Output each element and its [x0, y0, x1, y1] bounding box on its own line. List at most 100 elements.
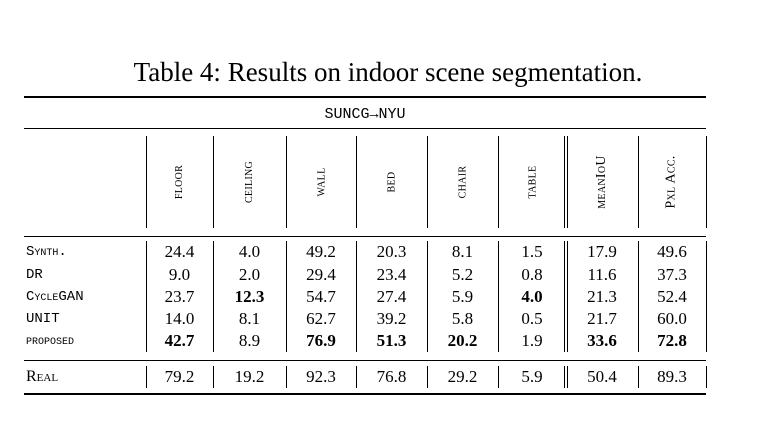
column-header-label: meanIoU — [593, 155, 609, 209]
table-cell: 62.7 — [306, 309, 336, 328]
real-top-rule — [24, 360, 706, 361]
row-label: proposed — [26, 333, 75, 349]
header-double-separator — [564, 136, 565, 228]
table-cell: 1.5 — [521, 242, 543, 261]
header-double-separator — [567, 136, 568, 228]
body-separator — [427, 241, 428, 352]
table-cell: 0.5 — [521, 309, 543, 328]
column-header-5: table — [498, 136, 566, 228]
row-label-real: Real — [26, 368, 59, 385]
table-cell: 5.9 — [451, 287, 474, 306]
table-cell: 29.2 — [447, 367, 478, 386]
column-header-label: wall — [313, 167, 328, 197]
table-cell: 11.6 — [587, 265, 617, 284]
header-separator-right — [706, 136, 707, 228]
column-header-7: Pxl Acc. — [638, 136, 706, 228]
real-separator-right — [706, 366, 707, 388]
real-separator — [638, 366, 639, 388]
table-cell: 4.0 — [238, 242, 261, 261]
table-caption: Table 4: Results on indoor scene segment… — [133, 57, 643, 87]
body-separator-right — [706, 241, 707, 352]
row-label: DR — [26, 267, 43, 283]
table-cell: 29.4 — [306, 265, 336, 284]
table-cell: 2.0 — [238, 265, 261, 284]
table-cell: 92.3 — [306, 367, 336, 386]
table-cell: 76.8 — [376, 367, 407, 386]
table-cell: 24.4 — [164, 242, 195, 261]
column-header-0: floor — [146, 136, 213, 228]
header-separator — [356, 136, 357, 228]
table-cell: 33.6 — [587, 331, 617, 350]
body-double-separator — [567, 241, 568, 352]
table-cell: 5.9 — [521, 367, 543, 386]
column-header-label: chair — [454, 165, 470, 199]
table-cell: 49.2 — [306, 242, 336, 261]
top-rule — [24, 96, 706, 98]
table-cell: 79.2 — [164, 367, 195, 386]
real-separator — [498, 366, 499, 388]
real-double-separator — [564, 366, 565, 388]
column-header-label: table — [523, 165, 539, 199]
table-cell: 54.7 — [306, 287, 336, 306]
real-separator — [286, 366, 287, 388]
table-cell: 8.9 — [238, 331, 261, 350]
table-cell: 76.9 — [306, 331, 336, 350]
table-cell: 12.3 — [234, 287, 265, 306]
table-cell: 21.7 — [587, 309, 617, 328]
table-cell: 39.2 — [376, 309, 407, 328]
table-cell: 20.2 — [447, 331, 478, 350]
column-header-label: Pxl Acc. — [663, 155, 679, 209]
column-header-label: ceiling — [241, 160, 257, 204]
column-header-3: bed — [356, 136, 427, 228]
dataset-subheader: SUNCG→NYU — [324, 106, 406, 123]
table-cell: 42.7 — [164, 331, 195, 350]
real-separator — [427, 366, 428, 388]
header-separator — [427, 136, 428, 228]
table-cell: 37.3 — [657, 265, 687, 284]
body-separator — [638, 241, 639, 352]
table-cell: 50.4 — [587, 367, 617, 386]
table-cell: 4.0 — [521, 287, 543, 306]
header-rule — [24, 236, 706, 237]
table-cell: 51.3 — [376, 331, 407, 350]
table-cell: 23.7 — [164, 287, 195, 306]
real-separator — [213, 366, 214, 388]
table-cell: 1.9 — [521, 331, 543, 350]
header-separator — [498, 136, 499, 228]
table-cell: 5.8 — [451, 309, 474, 328]
body-separator — [286, 241, 287, 352]
real-double-separator — [567, 366, 568, 388]
subheader-rule — [24, 128, 706, 129]
real-separator — [146, 366, 147, 388]
header-separator — [638, 136, 639, 228]
table-cell: 60.0 — [657, 309, 687, 328]
table-cell: 14.0 — [164, 309, 195, 328]
table-cell: 72.8 — [657, 331, 687, 350]
table-cell: 49.6 — [657, 242, 687, 261]
row-label: CycleGAN — [26, 289, 84, 305]
table-cell: 19.2 — [234, 367, 265, 386]
body-separator — [356, 241, 357, 352]
header-separator — [286, 136, 287, 228]
table-cell: 27.4 — [376, 287, 407, 306]
table-cell: 8.1 — [451, 242, 474, 261]
column-header-label: bed — [383, 171, 399, 193]
table-cell: 8.1 — [238, 309, 261, 328]
header-separator — [213, 136, 214, 228]
real-separator — [356, 366, 357, 388]
column-header-6: meanIoU — [566, 136, 638, 228]
table-cell: 21.3 — [587, 287, 617, 306]
row-label: UNIT — [26, 311, 60, 327]
column-header-1: ceiling — [213, 136, 286, 228]
column-header-4: chair — [427, 136, 498, 228]
row-label: Synth. — [26, 244, 67, 260]
column-header-label: floor — [171, 164, 187, 200]
table-cell: 89.3 — [657, 367, 687, 386]
body-separator — [213, 241, 214, 352]
column-header-2: wall — [286, 136, 356, 228]
table-cell: 20.3 — [376, 242, 407, 261]
body-separator — [498, 241, 499, 352]
bottom-rule — [24, 393, 706, 395]
body-separator — [146, 241, 147, 352]
table-cell: 23.4 — [376, 265, 407, 284]
